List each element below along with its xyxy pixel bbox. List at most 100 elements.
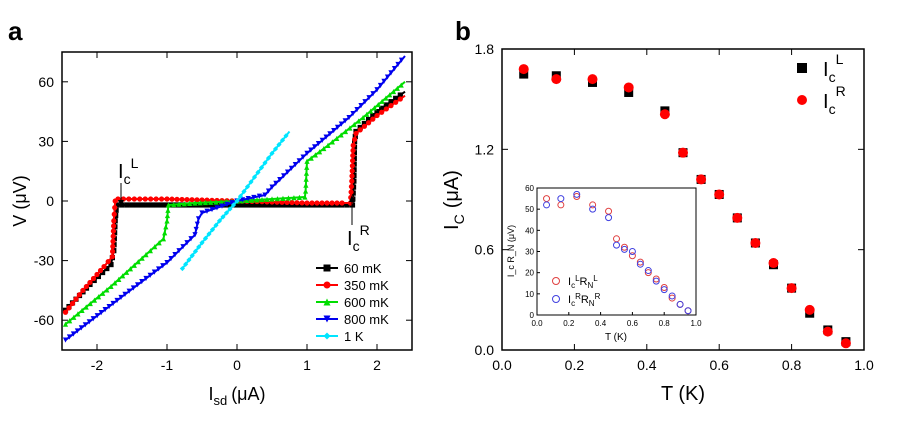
series-point (187, 200, 193, 206)
series-point (104, 265, 110, 272)
series-point (76, 292, 83, 298)
series-point (169, 196, 175, 202)
chart-inset-point-IcRRNR (668, 292, 676, 300)
series-point (75, 311, 81, 317)
series-point (366, 95, 372, 101)
series-point (131, 262, 137, 268)
series-point (312, 152, 318, 158)
series-point (356, 118, 362, 124)
series-point (194, 197, 200, 203)
series-point (237, 193, 244, 199)
series-point (186, 257, 192, 263)
series-point (120, 273, 126, 279)
series-point (118, 294, 124, 301)
legend-marker (323, 298, 331, 306)
series-point (164, 202, 170, 208)
series-point (383, 95, 389, 101)
series-point (143, 275, 149, 282)
series-point (137, 196, 143, 202)
series-point (279, 202, 285, 208)
series-point (338, 121, 344, 127)
series-point (183, 261, 189, 267)
series-point (192, 248, 199, 254)
series-point (152, 244, 158, 250)
series-point (304, 164, 310, 170)
series-point (189, 202, 195, 208)
chart-inset-point-IcLRNL (620, 243, 628, 251)
series-point (292, 161, 298, 168)
series-point (179, 202, 185, 208)
annotation-icr-sub: c (353, 238, 360, 254)
series-point (100, 290, 106, 296)
series-point (394, 85, 400, 91)
inset-legend-part: R (580, 276, 588, 288)
series-point (361, 120, 367, 127)
series-point (62, 321, 69, 327)
series-point (284, 169, 291, 175)
series-point (383, 102, 389, 108)
series-point (398, 57, 405, 63)
chart-a-xtick-label: 1 (303, 357, 311, 373)
series-point (126, 288, 132, 294)
series-point (303, 182, 309, 188)
series-point (110, 243, 116, 250)
chart-inset-ytick-label: 30 (525, 248, 534, 257)
series-point (299, 200, 305, 206)
series-point (192, 232, 198, 238)
series-point (71, 314, 77, 320)
chart-inset: 0.0 0.2 0.4 0.6 0.8 1.0 0 10 20 30 40 50 60 T (K) I_… (506, 184, 702, 343)
series-point (122, 291, 128, 297)
chart-inset-point-IcRRNR (628, 248, 636, 255)
series-point (323, 134, 329, 140)
series-point (160, 236, 167, 242)
series-point (174, 196, 180, 202)
series-point (109, 254, 115, 260)
series-point (350, 110, 356, 117)
series-point (188, 236, 194, 242)
chart-b-ytick-label: 1.2 (475, 141, 495, 157)
chart-a-ytick-label: 60 (38, 74, 54, 90)
series-point (224, 201, 230, 208)
series-point (349, 163, 355, 169)
legend-marker (323, 332, 331, 340)
series-point (104, 287, 110, 293)
series-point (202, 235, 209, 241)
series-point (193, 226, 199, 233)
series-point (254, 202, 260, 208)
series-point (147, 248, 153, 254)
annotation-icl: IcL (118, 155, 139, 187)
chart-b-point-IcR (768, 258, 779, 269)
series-point (67, 318, 73, 324)
chart-inset-point-IcRRNR (644, 267, 652, 275)
series-point (254, 197, 260, 203)
series-point (374, 87, 380, 93)
legend-sub: c (829, 101, 836, 117)
series-point (127, 266, 134, 272)
series-point (101, 263, 107, 270)
series-point (390, 88, 397, 95)
series-point (350, 158, 356, 164)
series-point (139, 279, 145, 285)
chart-b-series (518, 64, 851, 349)
chart-inset-legend-label: IcRRNR (568, 292, 601, 308)
chart-a-xlabel-sub: sd (213, 393, 227, 408)
chart-inset-ytick-label: 0 (530, 311, 535, 320)
series-point (364, 111, 370, 117)
chart-inset-point-IcLRNL (644, 269, 652, 277)
series-point (283, 133, 289, 139)
series-point (350, 147, 356, 154)
series-point (319, 137, 325, 143)
chart-inset-point-IcRRNR (636, 260, 644, 268)
chart-inset-point-IcRRNR (589, 205, 597, 213)
series-point (163, 224, 169, 230)
series-point (351, 155, 357, 162)
series-point (189, 197, 195, 203)
chart-b-point-IcR (732, 212, 743, 223)
annotation-icr: IcR (347, 222, 370, 254)
inset-legend-part: N (587, 281, 593, 290)
series-point (165, 202, 171, 208)
series-point (296, 158, 302, 164)
series-point (114, 202, 120, 208)
series-point (209, 206, 215, 213)
